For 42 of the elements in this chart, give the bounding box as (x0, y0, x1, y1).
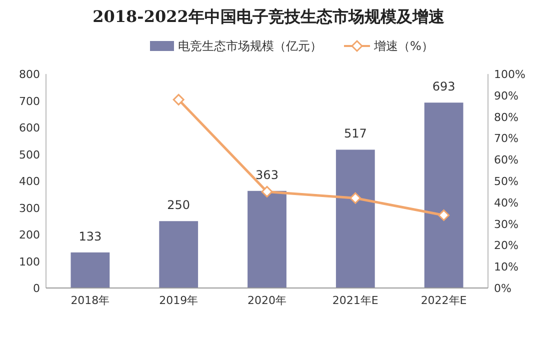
chart-title: 2018-2022年中国电子竞技生态市场规模及增速 (92, 7, 446, 26)
y-tick-label: 300 (19, 202, 40, 215)
point (350, 192, 362, 204)
data-label: 363 (256, 168, 278, 182)
x-tick-label: 2018年 (70, 294, 110, 307)
x-tick-label: 2021年E (332, 294, 378, 307)
y-tick-label: 800 (19, 68, 40, 81)
data-label: 517 (344, 126, 367, 141)
y-tick-label: 500 (19, 148, 40, 162)
point (438, 209, 450, 221)
point (172, 94, 184, 106)
y2-tick-label: 60% (494, 154, 518, 167)
y2-tick-label: 80% (494, 110, 518, 124)
data-label: 693 (432, 80, 456, 94)
bar (424, 102, 464, 288)
y2-tick-label: 20% (494, 239, 518, 252)
y-tick-label: 400 (19, 175, 40, 188)
y-tick-label: 600 (19, 122, 40, 134)
y2-tick-label: 50% (494, 175, 518, 188)
y2-tick-label: 0% (494, 282, 512, 295)
bar (248, 190, 286, 288)
x-tick-label: 2020年 (248, 294, 286, 307)
y2-tick-label: 100% (494, 68, 526, 81)
legend-label: 电竞生态市场规模（亿元） (178, 39, 322, 53)
bar (70, 252, 110, 288)
data-label: 133 (78, 229, 102, 244)
y-tick-label: 0 (33, 282, 40, 295)
x-tick-label: 2022年E (420, 294, 467, 307)
y-tick-label: 100 (19, 255, 40, 268)
bar (159, 221, 198, 288)
data-label: 250 (167, 198, 190, 212)
point (261, 186, 273, 198)
y2-tick-label: 30% (494, 218, 518, 231)
bar (336, 150, 375, 288)
y2-tick-label: 10% (494, 260, 518, 274)
y2-tick-label: 40% (494, 196, 518, 210)
x-tick-label: 2019年 (159, 294, 198, 307)
legend-label: 增速（%） (373, 39, 434, 53)
y-tick-label: 200 (19, 228, 40, 242)
y2-tick-label: 70% (494, 132, 518, 146)
y-tick-label: 700 (19, 94, 40, 108)
y2-tick-label: 90% (494, 89, 518, 102)
